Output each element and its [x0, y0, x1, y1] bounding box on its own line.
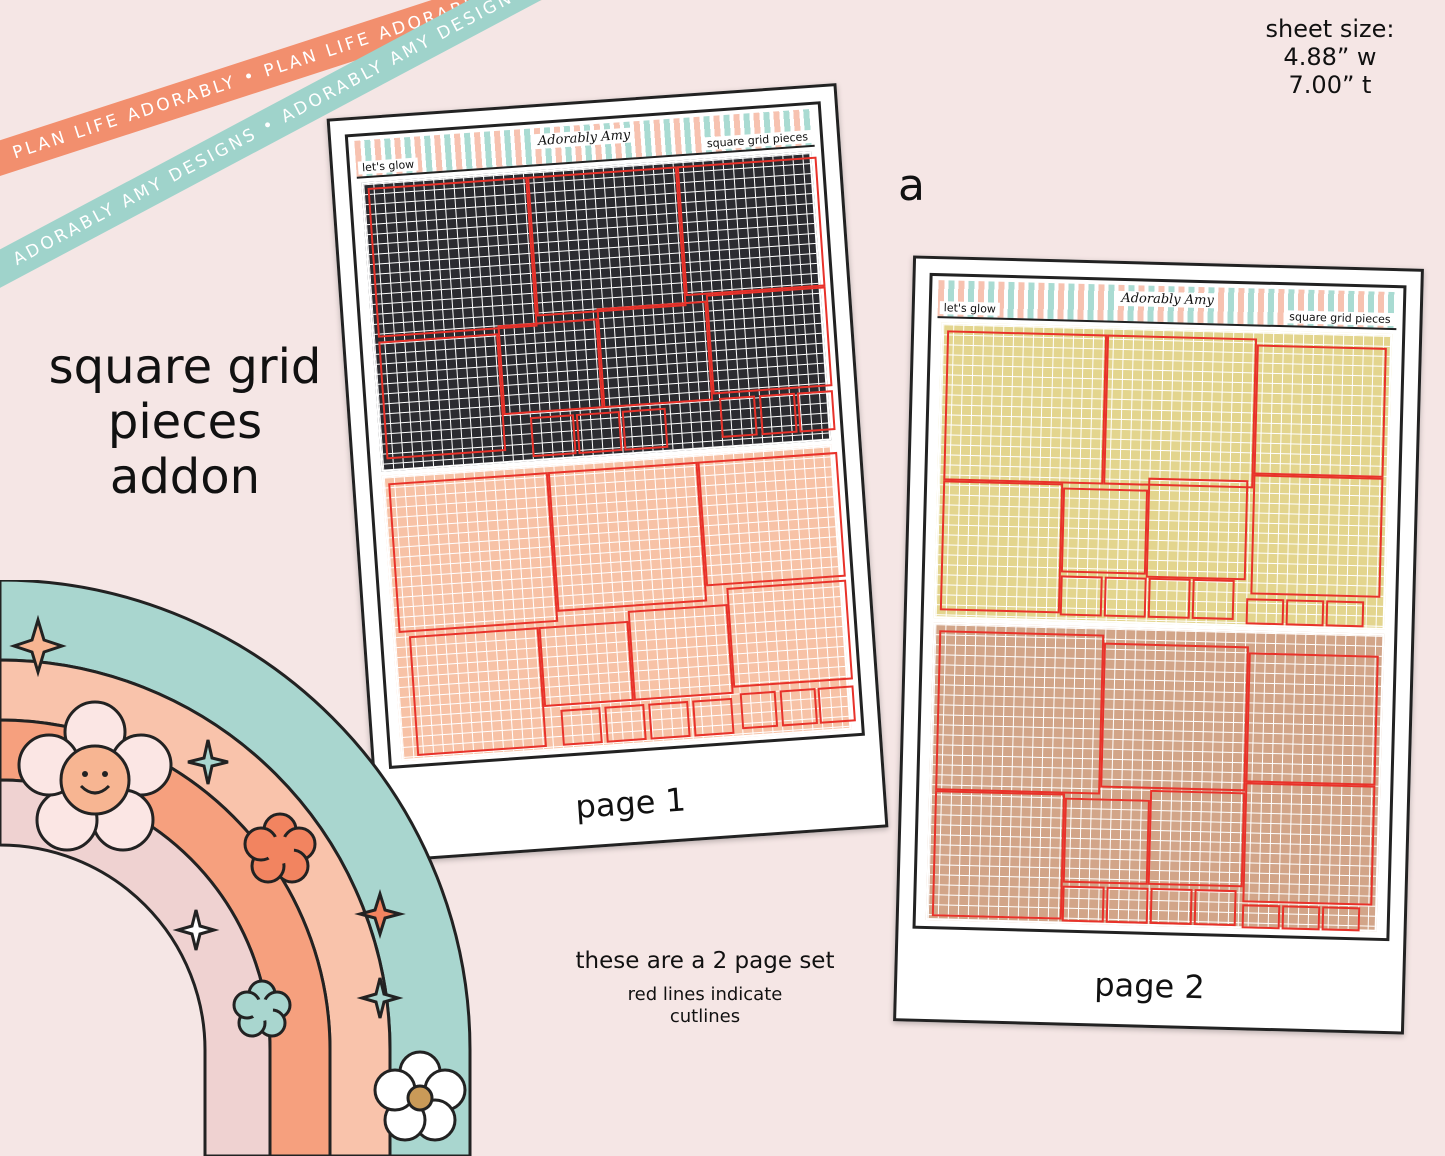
cutline-square [1060, 487, 1149, 575]
cutline-square [596, 300, 714, 409]
cutline-square [697, 451, 846, 587]
cutline-small-square [1149, 887, 1193, 925]
cutline-square [627, 603, 734, 701]
cutline-square [943, 330, 1108, 485]
orange-flower-icon [243, 812, 317, 884]
product-title: square grid pieces addon [30, 340, 340, 505]
header-right-text: square grid pieces [1285, 310, 1395, 327]
title-line-1: square grid [48, 339, 322, 395]
cutline-square [1103, 334, 1258, 489]
teal-flower-icon [232, 979, 292, 1038]
cutline-small-square [1285, 599, 1325, 627]
grid-panel-tan [925, 622, 1385, 932]
cutline-square [527, 166, 687, 317]
cutline-square [1250, 474, 1384, 598]
cutline-square [676, 156, 826, 297]
cutline-square [705, 286, 833, 395]
rainbow-icon [0, 580, 472, 1156]
cutline-square [935, 630, 1105, 795]
smiley-flower-icon [17, 700, 173, 852]
cutline-small-square [817, 685, 856, 724]
cutline-small-square [648, 700, 691, 740]
cutline-small-square [1321, 906, 1361, 932]
sheet-size-info: sheet size: 4.88” w 7.00” t [1245, 15, 1415, 99]
cutline-small-square [1105, 886, 1149, 924]
header-left-text: let's glow [939, 301, 1001, 316]
cutline-small-square [604, 704, 647, 743]
cutline-small-square [796, 390, 836, 433]
sheet-size-height: 7.00” t [1288, 71, 1372, 99]
cutline-square [1100, 642, 1249, 792]
cutline-small-square [1193, 889, 1237, 927]
cutline-small-square [1147, 577, 1191, 619]
variant-letter: a [898, 160, 925, 211]
grid-panel-yellow [933, 322, 1393, 630]
header-brand-logo: Adorably Amy [1117, 290, 1218, 309]
cutline-note-line-2: cutlines [669, 1006, 741, 1027]
cutline-square [726, 579, 853, 688]
cutline-small-square [758, 392, 798, 436]
cutline-square [1145, 477, 1249, 581]
set-note: these are a 2 page set red lines indicat… [540, 948, 870, 1028]
cutline-small-square [560, 707, 603, 746]
cutline-note-line-1: red lines indicate [627, 984, 783, 1005]
sparkle-icon [9, 614, 406, 1019]
cutline-small-square [529, 414, 577, 458]
cutline-square [931, 790, 1066, 920]
cutline-square [378, 333, 507, 460]
cutline-small-square [1325, 600, 1365, 628]
cutline-square [367, 176, 538, 338]
cutline-small-square [1191, 578, 1235, 620]
cutline-square [538, 620, 634, 707]
cutline-square [1245, 652, 1379, 786]
daisy-flower-icon [373, 1050, 467, 1142]
cutline-square [1253, 344, 1387, 478]
cutline-square [1147, 789, 1246, 888]
cutline-small-square [692, 697, 735, 737]
cutline-small-square [719, 395, 758, 438]
cutline-square [1242, 782, 1376, 906]
cutline-small-square [1059, 575, 1103, 617]
cutline-small-square [779, 688, 819, 727]
set-note-text: these are a 2 page set [575, 948, 835, 974]
cutline-small-square [1061, 885, 1105, 923]
title-line-3: addon [109, 449, 261, 505]
title-line-2: pieces [107, 394, 263, 450]
cutline-square [939, 480, 1064, 614]
cutline-square [547, 461, 708, 612]
sticker-sheet-page-2: let's glow Adorably Amy square grid piec… [893, 255, 1424, 1035]
cutline-small-square [1245, 598, 1285, 626]
sheet-size-label: sheet size: [1265, 15, 1395, 43]
cutline-square [497, 318, 604, 416]
cutline-small-square [1281, 905, 1321, 931]
sheet-size-width: 4.88” w [1283, 43, 1377, 71]
header-brand-logo: Adorably Amy [533, 127, 635, 150]
page-2-label: page 2 [1093, 965, 1206, 1007]
cutline-square [1062, 797, 1150, 885]
cutline-small-square [739, 690, 779, 730]
cutline-small-square [1241, 904, 1281, 930]
grid-panel-dark [361, 151, 836, 472]
cutline-small-square [621, 407, 669, 451]
cutline-small-square [1103, 576, 1147, 618]
sheet-header: let's glow Adorably Amy square grid piec… [937, 280, 1398, 331]
sheet-inner-frame: let's glow Adorably Amy square grid piec… [912, 272, 1407, 942]
header-right-text: square grid pieces [702, 129, 813, 151]
cutline-small-square [575, 410, 623, 454]
header-left-text: let's glow [357, 157, 419, 175]
